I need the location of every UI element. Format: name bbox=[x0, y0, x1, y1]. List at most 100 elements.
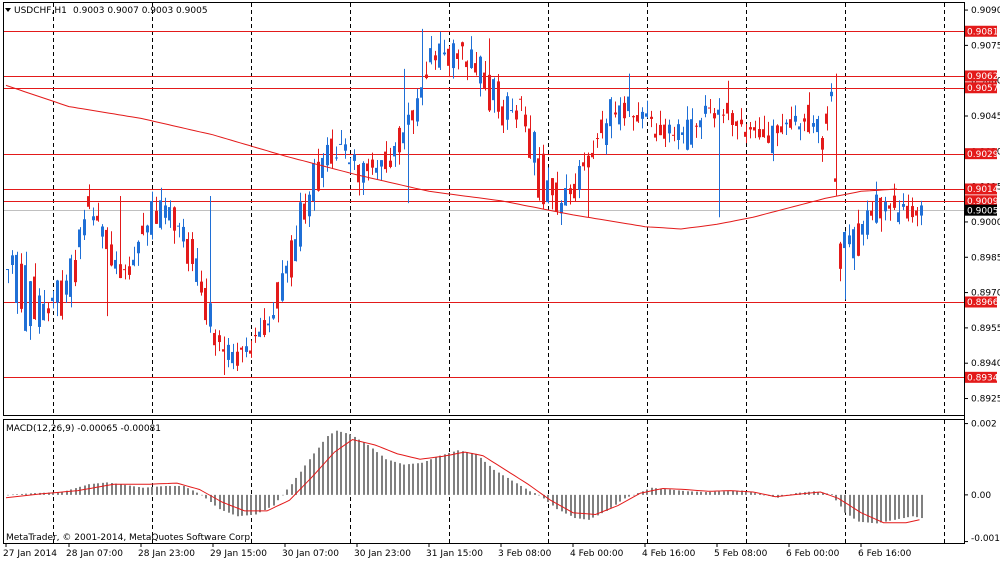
candle-body bbox=[866, 210, 869, 235]
candle-body bbox=[213, 332, 216, 346]
candle-body bbox=[29, 281, 32, 327]
time-axis-label: 5 Feb 08:00 bbox=[714, 549, 768, 559]
macd-histogram-bar bbox=[291, 484, 293, 495]
macd-histogram-bar bbox=[246, 494, 248, 516]
macd-histogram-bar bbox=[759, 493, 761, 495]
candle-body bbox=[335, 157, 338, 159]
macd-histogram-bar bbox=[57, 492, 59, 495]
macd-histogram-bar bbox=[502, 475, 504, 495]
candle-body bbox=[825, 113, 828, 124]
macd-histogram-bar bbox=[583, 494, 585, 520]
candle-body bbox=[389, 160, 392, 167]
candle-body bbox=[681, 132, 684, 135]
macd-histogram-bar bbox=[277, 494, 279, 501]
price-axis-label: 0.9075 bbox=[971, 41, 1000, 51]
candle-body bbox=[258, 331, 261, 337]
candle-body bbox=[645, 113, 648, 117]
candle-body bbox=[803, 118, 806, 122]
candle-body bbox=[60, 280, 63, 316]
candle-body bbox=[699, 120, 702, 128]
macd-histogram-bar bbox=[120, 484, 122, 495]
candle-body bbox=[641, 111, 644, 119]
candle-body bbox=[636, 115, 639, 122]
macd-histogram-bar bbox=[354, 436, 356, 495]
macd-histogram-bar bbox=[66, 490, 68, 495]
triangle-down-icon[interactable] bbox=[5, 8, 11, 12]
macd-histogram-bar bbox=[489, 465, 491, 495]
price-axis-label: 0.8940 bbox=[971, 359, 1000, 369]
candle-body bbox=[524, 114, 527, 127]
candle-body bbox=[177, 225, 180, 227]
time-axis-label: 6 Feb 00:00 bbox=[786, 549, 840, 559]
macd-histogram-bar bbox=[916, 494, 918, 518]
candle-body bbox=[789, 119, 792, 128]
candle-body bbox=[888, 205, 891, 209]
candle-body bbox=[461, 42, 464, 47]
candle-body bbox=[398, 127, 401, 153]
candle-body bbox=[357, 164, 360, 183]
macd-histogram-bar bbox=[723, 491, 725, 495]
macd-histogram-bar bbox=[745, 491, 747, 495]
macd-histogram-bar bbox=[381, 455, 383, 495]
macd-histogram-bar bbox=[898, 494, 900, 519]
macd-histogram-bar bbox=[322, 441, 324, 495]
candle-body bbox=[420, 87, 423, 98]
price-axis-label: 0.9045 bbox=[971, 112, 1000, 122]
candle-body bbox=[137, 241, 140, 254]
macd-histogram-bar bbox=[372, 448, 374, 495]
macd-histogram-bar bbox=[151, 487, 153, 495]
macd-histogram-bar bbox=[862, 494, 864, 523]
macd-histogram-bar bbox=[525, 488, 527, 495]
candle-body bbox=[227, 344, 230, 360]
candle-body bbox=[654, 133, 657, 138]
macd-histogram-bar bbox=[817, 492, 819, 495]
candle-body bbox=[794, 115, 797, 122]
macd-histogram-bar bbox=[70, 489, 72, 495]
candle-body bbox=[839, 243, 842, 269]
candle-body bbox=[105, 229, 108, 250]
macd-histogram-bar bbox=[673, 489, 675, 495]
candle-body bbox=[767, 135, 770, 143]
candle-body bbox=[204, 287, 207, 321]
candle-body bbox=[330, 138, 333, 164]
moving-average-line bbox=[5, 84, 898, 230]
macd-histogram-bar bbox=[426, 461, 428, 495]
candle-body bbox=[272, 315, 275, 319]
macd-histogram-bar bbox=[480, 457, 482, 495]
candle-body bbox=[519, 98, 522, 100]
macd-histogram-bar bbox=[79, 486, 81, 495]
candle-body bbox=[546, 180, 549, 203]
macd-histogram-bar bbox=[853, 494, 855, 519]
horizontal-levels bbox=[4, 31, 964, 378]
candle-body bbox=[758, 129, 761, 138]
macd-histogram-bar bbox=[376, 452, 378, 495]
macd-histogram-bar bbox=[660, 488, 662, 495]
candle-body bbox=[128, 266, 131, 275]
macd-histogram-bar bbox=[255, 494, 257, 515]
macd-axis-label: 0.00 bbox=[971, 491, 991, 501]
macd-histogram-bar bbox=[588, 494, 590, 520]
macd-histogram-bar bbox=[165, 485, 167, 495]
candle-body bbox=[852, 229, 855, 259]
candle-body bbox=[110, 244, 113, 266]
price-level-tag-label: 0.8966 bbox=[967, 298, 999, 308]
candle-body bbox=[195, 258, 198, 282]
macd-histogram-bar bbox=[156, 486, 158, 495]
candle-body bbox=[56, 280, 59, 303]
macd-histogram-bar bbox=[219, 494, 221, 510]
candle-body bbox=[650, 116, 653, 119]
candle-body bbox=[402, 132, 405, 144]
candle-body bbox=[798, 126, 801, 130]
candle-body bbox=[285, 265, 288, 274]
macd-histogram-bar bbox=[727, 491, 729, 495]
chart-header[interactable]: USDCHF,H1 0.9003 0.9007 0.9003 0.9005 bbox=[5, 6, 208, 16]
candle-body bbox=[119, 264, 122, 279]
candle-body bbox=[164, 205, 167, 218]
candle-body bbox=[785, 122, 788, 125]
time-axis-label: 3 Feb 08:00 bbox=[498, 549, 552, 559]
price-axis: 0.90900.90750.90600.90450.90300.90150.90… bbox=[964, 6, 1000, 405]
macd-histogram-bar bbox=[516, 483, 518, 495]
macd-histogram-bar bbox=[831, 494, 833, 495]
macd-histogram-bar bbox=[295, 477, 297, 495]
candle-body bbox=[24, 265, 27, 331]
